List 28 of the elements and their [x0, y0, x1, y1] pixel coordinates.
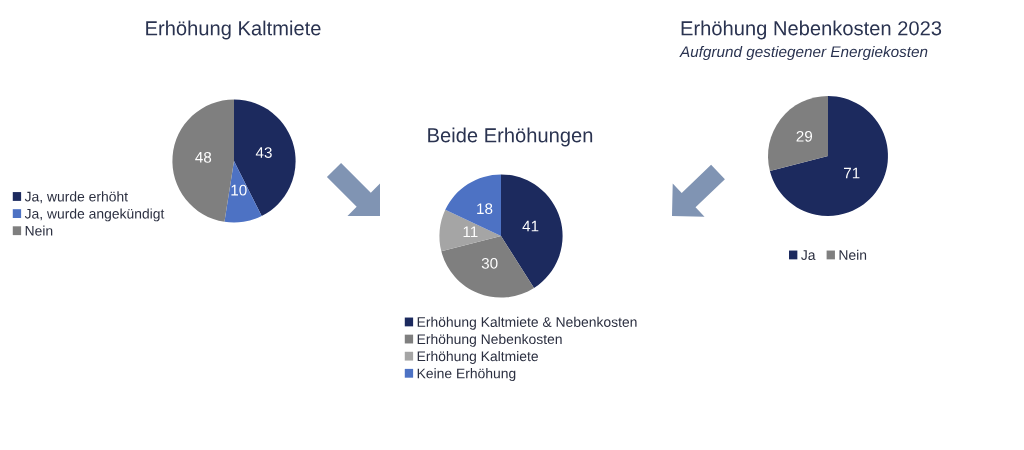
legend-label: Erhöhung Nebenkosten [417, 333, 562, 347]
data-label: 29 [796, 130, 813, 142]
pie-slice [768, 96, 828, 171]
chart-subtitle: Aufgrund gestiegener Energiekosten [679, 45, 928, 61]
data-label: 43 [255, 147, 272, 158]
legend-label: Erhöhung Kaltmiete [417, 351, 538, 364]
legend-label: Ja, wurde angekündigt [24, 208, 165, 222]
pie-slice [441, 236, 535, 298]
pie-slice [769, 96, 888, 216]
data-label: 71 [843, 167, 860, 179]
data-label: 18 [477, 203, 493, 215]
legend-label: Erhöhung Kaltmiete & Nebenkosten [417, 316, 637, 330]
pie-slice [501, 174, 563, 289]
chart-title: Erhöhung Kaltmiete [146, 20, 321, 40]
pie-slice [445, 174, 501, 236]
data-label: 10 [231, 184, 247, 196]
data-label: 30 [481, 257, 498, 269]
legend-label: Nein [839, 249, 867, 260]
chart-title: Beide Erhöhungen [428, 127, 593, 147]
legend-label: Ja, wurde erhöht [24, 191, 128, 204]
legend-label: Ja [801, 250, 816, 260]
data-label: 11 [463, 226, 478, 238]
data-label: 48 [195, 151, 212, 163]
pie-slice [224, 161, 262, 223]
legend-label: Keine Erhöhung [417, 368, 516, 382]
legend-label: Nein [25, 225, 53, 236]
chart-title: Erhöhung Nebenkosten 2023 [681, 20, 942, 40]
data-label: 41 [522, 220, 539, 232]
